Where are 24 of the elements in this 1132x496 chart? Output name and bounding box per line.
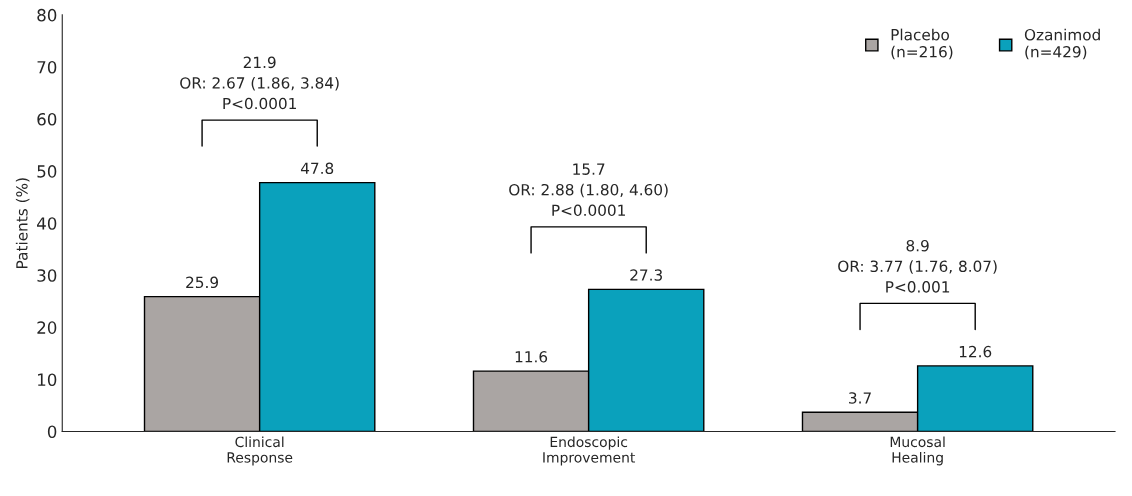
x-tick-label: Endoscopic Improvement [543, 436, 636, 466]
data-label: 12.6 [959, 345, 992, 358]
y-tick-label: 70 [37, 60, 57, 74]
y-tick-label: 0 [47, 425, 57, 439]
data-label: 11.6 [515, 351, 548, 363]
x-tick-label: Clinical Response [227, 436, 293, 466]
y-tick-label: 10 [38, 373, 57, 387]
y-tick-label: 30 [37, 269, 57, 282]
y-tick-label: 80 [37, 8, 57, 22]
data-label: 3.7 [849, 392, 871, 404]
legend-label: Placebo (n=216) [891, 28, 953, 60]
y-tick-label: 50 [37, 165, 57, 178]
data-label: 47.8 [300, 162, 334, 175]
y-tick-label: 20 [37, 321, 57, 334]
x-tick-label: Mucosal Healing [890, 436, 945, 466]
y-tick-label: 60 [37, 113, 57, 126]
legend-label: Ozanimod (n=429) [1024, 28, 1100, 60]
annotation: 21.9 OR: 2.67 (1.86, 3.84) P<0.0001 [180, 56, 339, 110]
annotation: 15.7 OR: 2.88 (1.80, 4.60) P<0.0001 [509, 163, 668, 217]
y-tick-label: 40 [37, 217, 57, 230]
annotation: 8.9 OR: 3.77 (1.76, 8.07) P<0.001 [838, 239, 997, 293]
data-label: 27.3 [630, 269, 662, 281]
y-axis-title: Patients (%) [15, 178, 30, 268]
data-label: 25.9 [186, 276, 219, 289]
